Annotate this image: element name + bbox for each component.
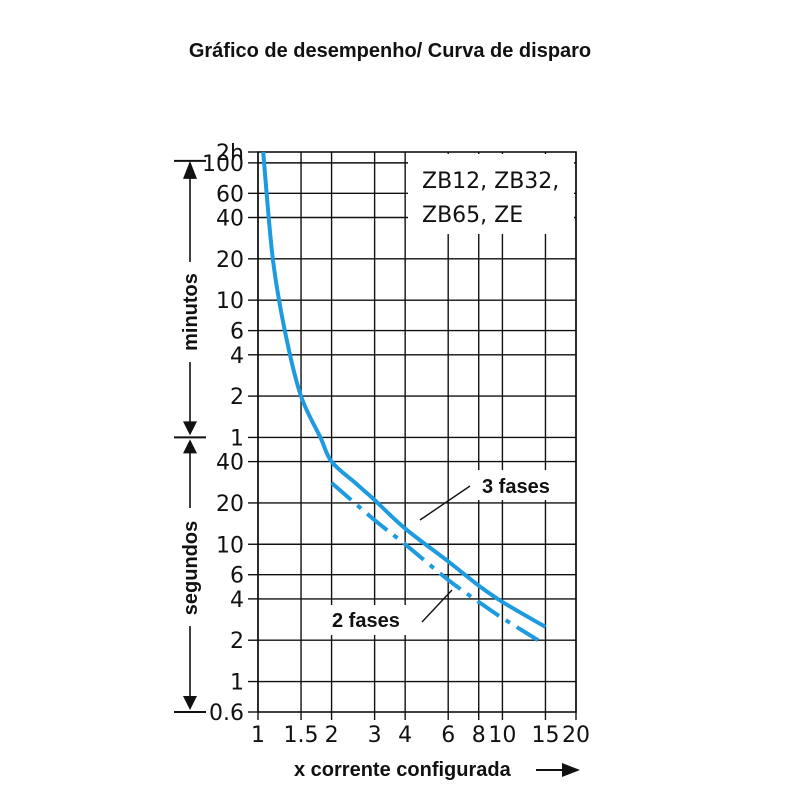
y-tick-label: 40 (216, 451, 244, 476)
models-label: ZB12, ZB32, (422, 169, 559, 194)
annotation-bg (324, 605, 412, 635)
y-tick-label: 10 (216, 289, 244, 314)
arrow-head (183, 439, 197, 454)
series-line-3-fases (261, 151, 547, 629)
x-tick-label: 10 (488, 723, 516, 748)
plot-frame (257, 151, 577, 713)
y-tick-label: 2h (216, 141, 244, 166)
x-tick-label: 6 (441, 723, 455, 748)
annotation-2-fases: 2 fases (332, 610, 400, 632)
y-tick-label: 0.6 (209, 701, 244, 726)
y-tick-label: 60 (216, 182, 244, 207)
x-tick-label: 8 (472, 723, 486, 748)
y-tick-label: 10 (216, 533, 244, 558)
y-tick-label: 100 (202, 152, 244, 177)
y-tick-label: 2 (230, 385, 244, 410)
models-label: ZB65, ZE (422, 203, 523, 228)
y-tick-label: 40 (216, 207, 244, 232)
y-tick-label: 6 (230, 564, 244, 589)
annotation-3-fases: 3 fases (482, 476, 550, 498)
x-tick-labels: 1 1.5 2 3 4 6 8 10 15 20 (251, 723, 590, 748)
chart-curves (261, 151, 547, 642)
x-tick-label: 4 (398, 723, 412, 748)
annotation-bg (470, 470, 560, 500)
x-tick-label: 1.5 (284, 723, 319, 748)
arrow-head (183, 696, 197, 710)
y-unit-label-segundos: segundos (180, 521, 202, 615)
chart-frame (257, 151, 577, 713)
x-tick-label: 15 (531, 723, 559, 748)
series-line-2-fases (330, 481, 540, 642)
arrow-head (183, 421, 197, 436)
annotation-leader (419, 485, 471, 521)
x-axis-label: x corrente configurada (294, 759, 512, 781)
y-tick-label: 6 (230, 320, 244, 345)
annotation-leader (421, 589, 453, 623)
x-tick-label: 20 (562, 723, 590, 748)
y-tick-label: 4 (230, 588, 244, 613)
models-label-box (408, 154, 574, 234)
y-tick-label: 1 (230, 671, 244, 696)
y-tick-label: 2 (230, 629, 244, 654)
x-tick-label: 1 (251, 723, 265, 748)
y-tick-label: 4 (230, 344, 244, 369)
x-tick-label: 2 (325, 723, 339, 748)
page-title: Gráfico de desempenho/ Curva de disparo (188, 40, 592, 62)
x-tick-label: 3 (368, 723, 382, 748)
y-tick-label: 20 (216, 492, 244, 517)
y-unit-label-minutos: minutos (180, 273, 202, 351)
y-tick-label: 1 (230, 426, 244, 451)
y-tick-label: 20 (216, 248, 244, 273)
x-axis-arrow-head (562, 763, 580, 777)
chart-grid (248, 151, 577, 720)
arrow-head (183, 160, 197, 179)
chart-extras: ZB12, ZB32, ZB65, ZE 3 fases 2 fases minutos… (174, 154, 580, 781)
